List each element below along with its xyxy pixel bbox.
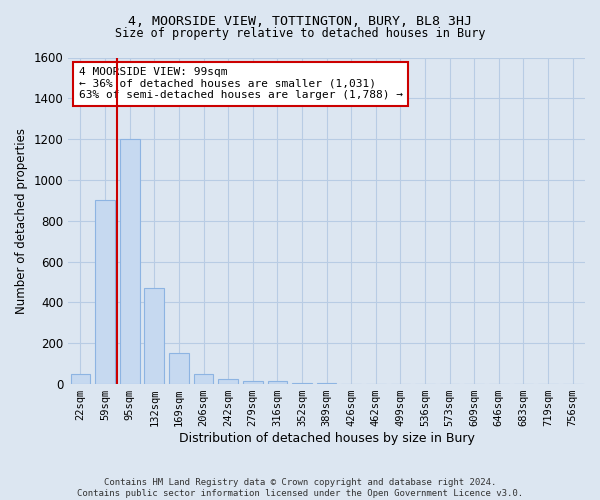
Bar <box>218 379 238 384</box>
Bar <box>120 139 140 384</box>
Bar <box>145 288 164 384</box>
Text: Contains HM Land Registry data © Crown copyright and database right 2024.
Contai: Contains HM Land Registry data © Crown c… <box>77 478 523 498</box>
Bar <box>95 200 115 384</box>
Y-axis label: Number of detached properties: Number of detached properties <box>15 128 28 314</box>
Text: 4, MOORSIDE VIEW, TOTTINGTON, BURY, BL8 3HJ: 4, MOORSIDE VIEW, TOTTINGTON, BURY, BL8 … <box>128 15 472 28</box>
Bar <box>268 381 287 384</box>
X-axis label: Distribution of detached houses by size in Bury: Distribution of detached houses by size … <box>179 432 475 445</box>
Bar <box>71 374 91 384</box>
Text: Size of property relative to detached houses in Bury: Size of property relative to detached ho… <box>115 28 485 40</box>
Bar <box>194 374 214 384</box>
Bar <box>292 383 312 384</box>
Bar <box>169 354 189 384</box>
Text: 4 MOORSIDE VIEW: 99sqm
← 36% of detached houses are smaller (1,031)
63% of semi-: 4 MOORSIDE VIEW: 99sqm ← 36% of detached… <box>79 68 403 100</box>
Bar <box>243 381 263 384</box>
